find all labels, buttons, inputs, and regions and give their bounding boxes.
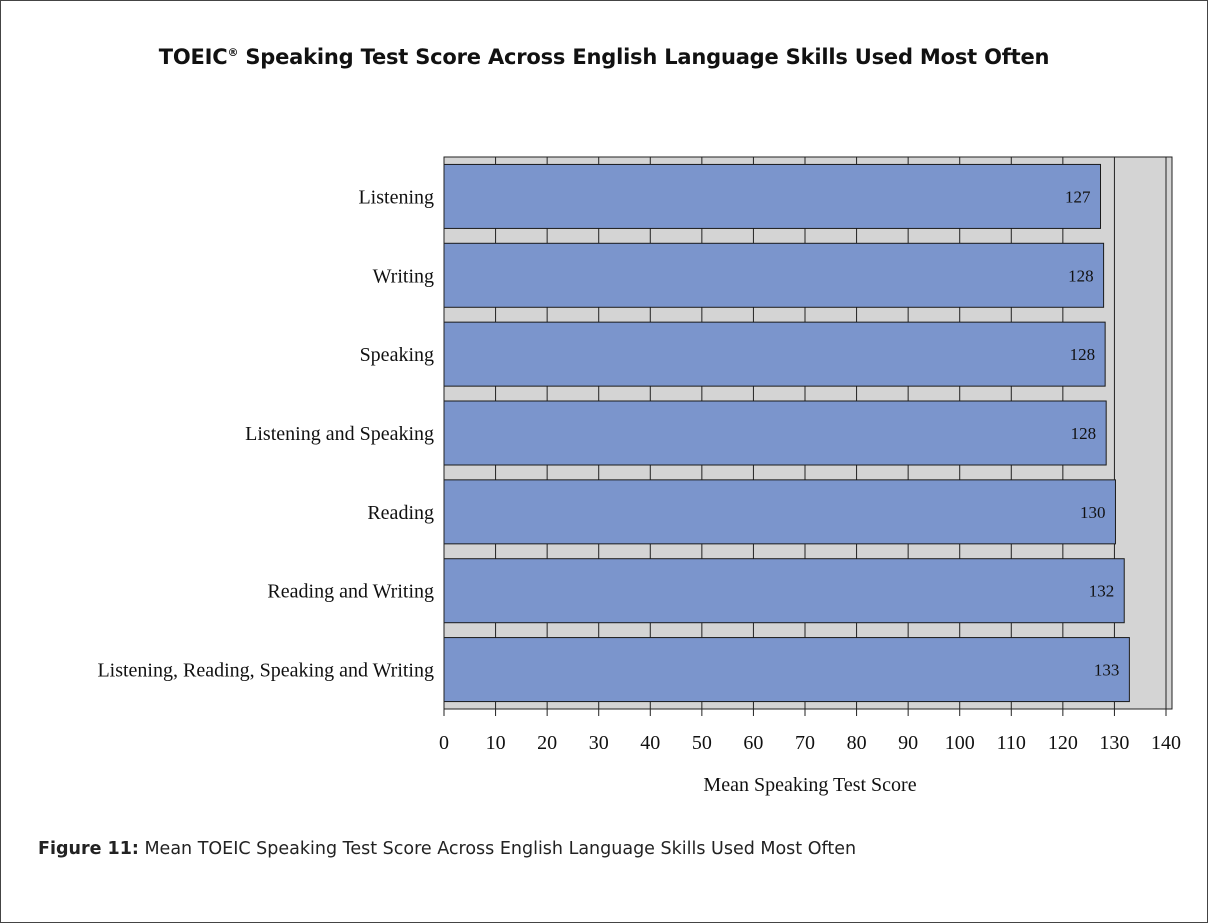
category-label-5: Reading and Writing	[267, 581, 434, 603]
category-label-3: Listening and Speaking	[245, 423, 434, 445]
value-label-1: 128	[1068, 266, 1094, 285]
value-label-2: 128	[1070, 345, 1096, 364]
category-label-2: Speaking	[360, 344, 434, 366]
category-label-6: Listening, Reading, Speaking and Writing	[97, 660, 434, 682]
tick-label-10: 10	[486, 732, 506, 754]
x-axis-ticks: 0 10 20 30 40 50 60 70 80 90 100 110 120 130 140	[439, 709, 1181, 754]
tick-label-90: 90	[898, 732, 918, 754]
tick-label-70: 70	[795, 732, 815, 754]
bar-4	[443, 479, 1116, 545]
value-label-6: 133	[1094, 661, 1120, 680]
bar-3	[443, 400, 1107, 466]
value-label-5: 132	[1089, 582, 1115, 601]
chart-title-main: TOEIC	[158, 45, 228, 69]
bar-5	[443, 558, 1125, 624]
plot-border	[443, 156, 1173, 710]
bars	[443, 163, 1130, 703]
tick-label-60: 60	[743, 732, 763, 754]
caption-text: Mean TOEIC Speaking Test Score Across En…	[138, 839, 857, 859]
tick-label-120: 120	[1048, 732, 1078, 754]
registered-mark: ®	[227, 46, 239, 59]
bar-0	[443, 163, 1102, 229]
tick-label-110: 110	[997, 732, 1026, 754]
value-label-3: 128	[1071, 424, 1097, 443]
value-labels: 127 128 128 128 130 132 133	[1065, 187, 1119, 679]
tick-label-0: 0	[439, 732, 449, 754]
tick-label-130: 130	[1099, 732, 1129, 754]
tick-label-140: 140	[1151, 732, 1181, 754]
chart-title-rest: Speaking Test Score Across English Langu…	[238, 45, 1050, 69]
category-label-0: Listening	[358, 186, 434, 208]
category-label-1: Writing	[373, 265, 434, 287]
tick-label-100: 100	[945, 732, 975, 754]
tick-label-30: 30	[589, 732, 609, 754]
tick-label-50: 50	[692, 732, 712, 754]
value-label-0: 127	[1065, 187, 1091, 206]
category-label-4: Reading	[367, 502, 434, 524]
bar-6	[443, 637, 1130, 703]
tick-label-40: 40	[640, 732, 660, 754]
bar-1	[443, 242, 1105, 308]
figure-caption: Figure 11: Mean TOEIC Speaking Test Scor…	[38, 839, 856, 859]
value-label-4: 130	[1080, 503, 1106, 522]
chart-title: TOEIC® Speaking Test Score Across Englis…	[1, 45, 1207, 69]
x-axis-label: Mean Speaking Test Score	[703, 774, 916, 796]
category-labels: Listening Writing Speaking Listening and Sp…	[97, 186, 434, 681]
tick-label-20: 20	[537, 732, 557, 754]
bar-2	[443, 321, 1106, 387]
tick-label-80: 80	[847, 732, 867, 754]
caption-figure-number: Figure 11:	[38, 839, 139, 859]
